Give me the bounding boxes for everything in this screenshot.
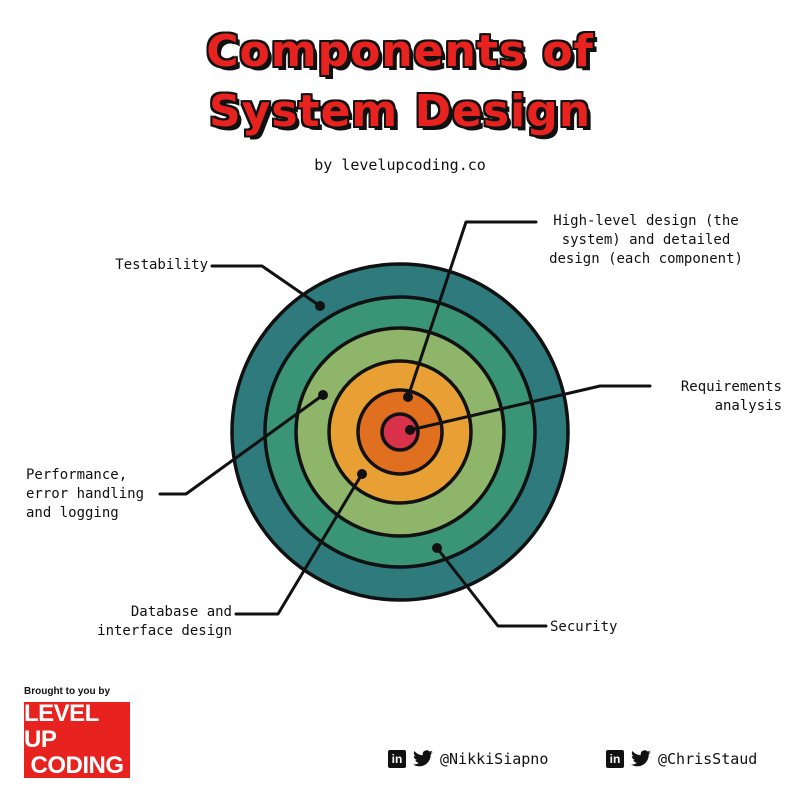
social-chris: in @ChrisStaud <box>606 750 757 768</box>
handle-nikki[interactable]: @NikkiSiapno <box>440 750 549 768</box>
twitter-icon[interactable] <box>630 750 652 768</box>
dot-requirements <box>405 425 415 435</box>
social-nikki: in @NikkiSiapno <box>388 750 548 768</box>
label-testability: Testability <box>115 257 208 273</box>
leader-performance <box>158 393 325 496</box>
logo-line-1: LEVEL UP <box>24 700 99 753</box>
title-line-1: Components of <box>206 26 594 77</box>
label-high-level-design: High-level design (the system) and detai… <box>549 213 743 267</box>
level-up-coding-logo: LEVEL UP CODING <box>24 700 130 779</box>
linkedin-icon[interactable]: in <box>388 750 406 768</box>
leader-testability <box>210 264 322 308</box>
dot-security <box>432 543 442 553</box>
dot-database <box>357 469 367 479</box>
label-database: Database and interface design <box>97 604 232 639</box>
linkedin-icon[interactable]: in <box>606 750 624 768</box>
dot-high-level-design <box>403 392 413 402</box>
ring-requirements <box>380 412 420 452</box>
title-line-2: System Design <box>208 86 592 137</box>
byline: by levelupcoding.co <box>314 156 486 174</box>
twitter-icon[interactable] <box>412 750 434 768</box>
handle-chris[interactable]: @ChrisStaud <box>658 750 758 768</box>
leader-security <box>435 546 548 628</box>
logo-line-2: CODING <box>30 752 125 779</box>
label-security: Security <box>550 619 618 635</box>
dot-performance <box>318 390 328 400</box>
leader-requirements <box>408 384 652 432</box>
leader-database <box>234 472 364 616</box>
label-performance: Performance, error handling and logging <box>26 467 145 521</box>
label-requirements: Requirements analysis <box>680 379 782 414</box>
dot-testability <box>315 301 325 311</box>
brought-by-label: Brought to you by <box>24 686 111 697</box>
leader-high-level-design <box>406 220 538 399</box>
